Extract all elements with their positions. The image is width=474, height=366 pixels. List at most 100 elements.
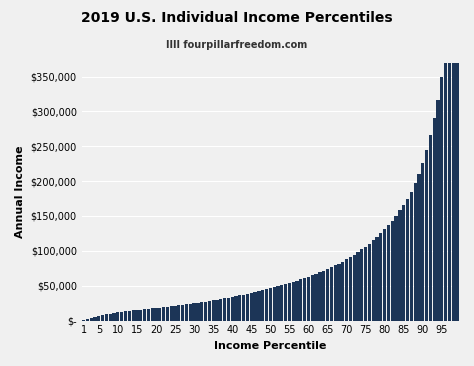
Bar: [440, 76, 444, 321]
Bar: [242, 295, 245, 321]
Bar: [112, 313, 116, 321]
Bar: [288, 283, 291, 321]
Bar: [135, 310, 138, 321]
Bar: [143, 309, 146, 321]
Bar: [372, 240, 375, 321]
Bar: [120, 312, 123, 321]
Bar: [158, 307, 162, 321]
Bar: [273, 287, 276, 321]
Bar: [375, 237, 379, 321]
Bar: [410, 191, 413, 321]
Bar: [345, 259, 348, 321]
Bar: [139, 310, 142, 321]
Bar: [402, 205, 405, 321]
Bar: [398, 210, 401, 321]
Bar: [151, 309, 154, 321]
Bar: [211, 300, 215, 321]
Bar: [116, 313, 119, 321]
Bar: [318, 272, 321, 321]
Bar: [452, 0, 455, 321]
Bar: [330, 267, 333, 321]
Bar: [128, 311, 131, 321]
Bar: [166, 307, 169, 321]
Bar: [155, 308, 158, 321]
Bar: [204, 302, 207, 321]
Bar: [246, 294, 249, 321]
Bar: [364, 247, 367, 321]
Bar: [360, 250, 364, 321]
Bar: [200, 302, 203, 321]
Bar: [235, 296, 237, 321]
Bar: [433, 118, 436, 321]
Bar: [292, 282, 295, 321]
Bar: [341, 262, 345, 321]
Bar: [90, 318, 93, 321]
Bar: [170, 306, 173, 321]
Bar: [356, 252, 360, 321]
Bar: [334, 265, 337, 321]
Bar: [86, 319, 89, 321]
Bar: [265, 289, 268, 321]
Bar: [310, 275, 314, 321]
Bar: [185, 304, 188, 321]
Y-axis label: Annual Income: Annual Income: [15, 145, 25, 238]
Bar: [173, 306, 177, 321]
Bar: [177, 305, 181, 321]
Bar: [147, 309, 150, 321]
Bar: [219, 299, 222, 321]
Bar: [261, 290, 264, 321]
Bar: [421, 163, 424, 321]
Bar: [124, 311, 127, 321]
Bar: [368, 243, 371, 321]
Bar: [230, 297, 234, 321]
Bar: [429, 135, 432, 321]
Bar: [208, 301, 211, 321]
Bar: [326, 269, 329, 321]
Bar: [295, 281, 299, 321]
Bar: [444, 49, 447, 321]
Bar: [189, 304, 192, 321]
Bar: [418, 174, 420, 321]
Bar: [82, 320, 85, 321]
X-axis label: Income Percentile: Income Percentile: [214, 341, 327, 351]
Bar: [394, 216, 398, 321]
Bar: [109, 314, 112, 321]
Bar: [387, 225, 390, 321]
Bar: [105, 314, 108, 321]
Bar: [413, 183, 417, 321]
Bar: [97, 316, 100, 321]
Bar: [437, 100, 440, 321]
Bar: [448, 21, 451, 321]
Bar: [196, 303, 200, 321]
Bar: [131, 310, 135, 321]
Bar: [181, 305, 184, 321]
Bar: [353, 255, 356, 321]
Bar: [391, 221, 394, 321]
Bar: [250, 293, 253, 321]
Bar: [280, 285, 283, 321]
Bar: [456, 0, 459, 321]
Text: IIII fourpillarfreedom.com: IIII fourpillarfreedom.com: [166, 40, 308, 50]
Bar: [269, 288, 272, 321]
Bar: [425, 150, 428, 321]
Bar: [227, 298, 230, 321]
Bar: [93, 317, 97, 321]
Bar: [406, 198, 409, 321]
Bar: [322, 270, 325, 321]
Bar: [215, 300, 219, 321]
Bar: [379, 233, 383, 321]
Bar: [162, 307, 165, 321]
Bar: [223, 298, 226, 321]
Bar: [101, 315, 104, 321]
Bar: [307, 277, 310, 321]
Bar: [238, 295, 241, 321]
Bar: [299, 279, 302, 321]
Bar: [383, 229, 386, 321]
Bar: [314, 274, 318, 321]
Bar: [284, 284, 287, 321]
Bar: [276, 286, 280, 321]
Bar: [303, 278, 306, 321]
Bar: [192, 303, 196, 321]
Bar: [254, 292, 257, 321]
Bar: [337, 264, 340, 321]
